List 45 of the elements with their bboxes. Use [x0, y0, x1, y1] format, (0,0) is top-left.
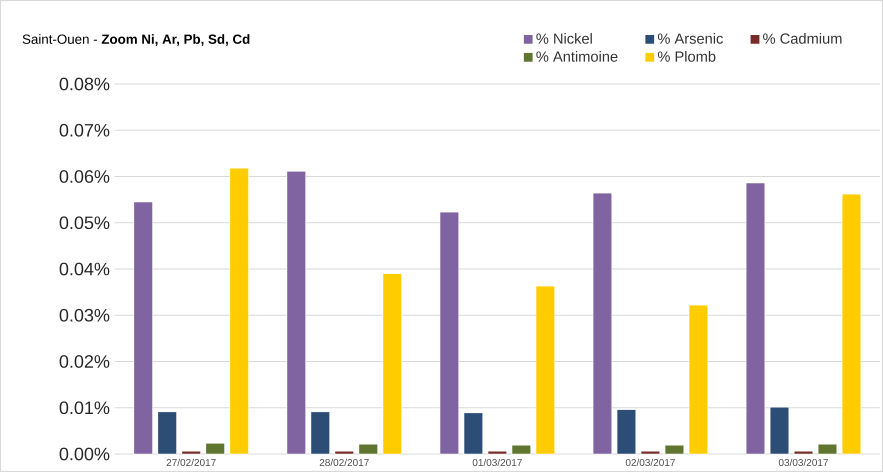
- x-tick-label: 27/02/2017: [166, 458, 216, 466]
- bar: [512, 444, 531, 454]
- bar: [688, 304, 708, 454]
- chart-title: Saint-Ouen - Zoom Ni, Ar, Pb, Sd, Cd: [22, 34, 250, 46]
- bar: [770, 407, 790, 454]
- y-tick-label: 0.00%: [60, 448, 110, 460]
- x-tick-label: 02/03/2017: [626, 458, 675, 466]
- bar: [334, 450, 354, 454]
- y-tick-label: 0.06%: [60, 170, 110, 183]
- bar: [616, 409, 636, 454]
- bar: [358, 444, 378, 454]
- x-tick-label: 01/03/2017: [472, 458, 522, 466]
- bar: [592, 192, 612, 454]
- x-tick-label: 28/02/2017: [320, 458, 369, 466]
- bar: [206, 443, 225, 454]
- bar: [640, 450, 660, 454]
- bar: [230, 168, 249, 454]
- y-tick-label: 0.07%: [60, 124, 110, 137]
- bar: [134, 202, 153, 454]
- bar: [440, 212, 459, 454]
- legend-label: % Arsenic: [658, 33, 723, 44]
- bar: [310, 412, 330, 454]
- bar: [382, 273, 402, 454]
- y-tick-label: 0.03%: [60, 308, 110, 322]
- y-tick-label: 0.01%: [60, 401, 110, 414]
- legend-label: % Nickel: [536, 33, 592, 44]
- bar: [286, 171, 306, 454]
- bar: [842, 194, 862, 454]
- y-tick-label: 0.04%: [60, 262, 110, 276]
- y-tick-label: 0.08%: [60, 78, 110, 90]
- legend-label: % Antimoine: [536, 50, 618, 62]
- bar: [182, 450, 201, 454]
- bar: [488, 450, 507, 454]
- bar: [158, 412, 177, 454]
- bar: [818, 444, 838, 454]
- y-tick-label: 0.05%: [60, 216, 110, 230]
- bar: [794, 450, 814, 454]
- bar: [464, 412, 483, 454]
- bar: [536, 286, 555, 454]
- x-tick-label: 03/03/2017: [778, 458, 828, 466]
- legend-label: % Cadmium: [763, 33, 842, 44]
- bar: [664, 444, 684, 454]
- y-tick-label: 0.02%: [60, 355, 110, 368]
- bar: [746, 182, 766, 454]
- legend-label: % Plomb: [658, 50, 716, 62]
